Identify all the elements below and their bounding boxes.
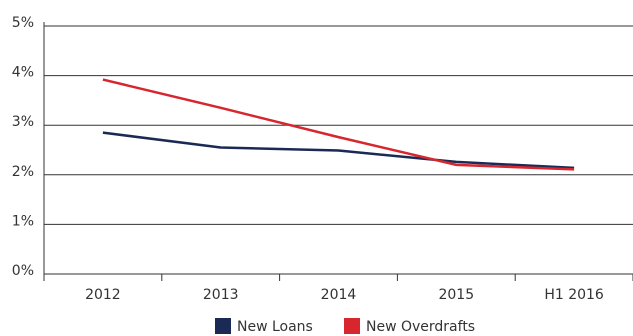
gridlines	[43, 22, 633, 275]
x-tick-label: 2012	[85, 287, 121, 303]
legend-swatch-1	[344, 318, 360, 334]
series-lines	[102, 78, 575, 171]
x-axis: 2012 2013 2014 2015 H1 2016	[43, 274, 633, 303]
y-tick-label: 3%	[12, 114, 34, 130]
y-tick-label: 0%	[12, 263, 34, 279]
y-tick-label: 1%	[12, 213, 34, 229]
legend-swatch-0	[215, 318, 231, 334]
y-tick-label: 5%	[12, 15, 34, 31]
legend-label-0: New Loans	[237, 319, 313, 335]
x-tick-label: 2015	[438, 287, 474, 303]
x-tick-label: 2014	[321, 287, 357, 303]
x-tick-label: H1 2016	[544, 287, 604, 303]
series-line-0	[102, 131, 575, 170]
y-tick-label: 2%	[12, 164, 34, 180]
y-tick-label: 4%	[12, 65, 34, 81]
x-tick-label: 2013	[203, 287, 239, 303]
y-axis-ticks: 0% 1% 2% 3% 4% 5%	[12, 15, 34, 279]
legend-label-1: New Overdrafts	[366, 319, 475, 335]
series-line-1	[102, 78, 575, 171]
legend: New Loans New Overdrafts	[215, 318, 475, 335]
